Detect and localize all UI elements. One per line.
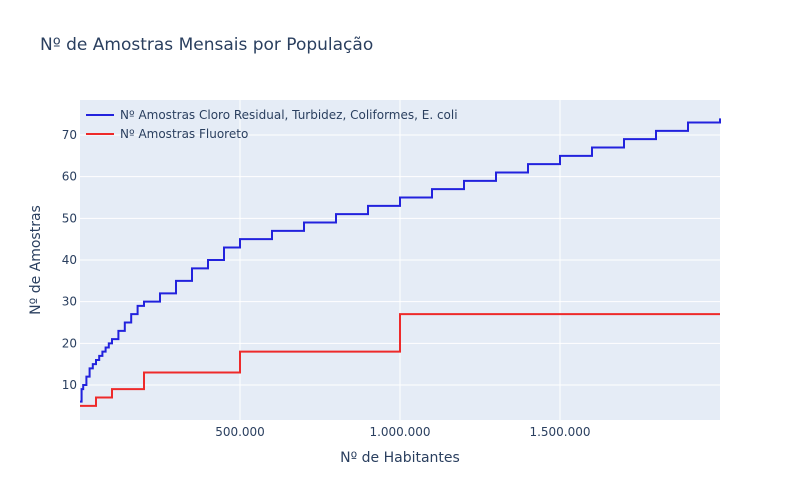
y-tick-label: 10 <box>62 378 77 392</box>
legend-label-fluoreto: Nº Amostras Fluoreto <box>120 127 248 141</box>
series-line-fluoreto[interactable] <box>80 313 720 407</box>
y-tick-label: 30 <box>62 295 77 309</box>
y-tick-label: 20 <box>62 336 77 350</box>
y-axis-title: Nº de Amostras <box>28 205 44 315</box>
chart-title: Nº de Amostras Mensais por População <box>40 35 373 55</box>
y-tick-label: 60 <box>62 170 77 184</box>
x-tick-label: 1.000.000 <box>369 425 430 439</box>
y-tick-label: 40 <box>62 253 77 267</box>
x-tick-label: 500.000 <box>215 425 265 439</box>
legend-label-cloro: Nº Amostras Cloro Residual, Turbidez, Co… <box>120 108 458 122</box>
series-line-cloro[interactable] <box>80 118 721 403</box>
series-layer <box>80 118 721 407</box>
x-axis-title: Nº de Habitantes <box>340 450 460 466</box>
x-tick-label: 1.500.000 <box>529 425 590 439</box>
y-tick-label: 70 <box>62 128 77 142</box>
y-tick-label: 50 <box>62 211 77 225</box>
tick-labels: 10 20 30 40 50 60 70 500.000 1.000.000 1.500.000 <box>62 128 591 439</box>
legend[interactable]: Nº Amostras Cloro Residual, Turbidez, Co… <box>86 108 458 141</box>
